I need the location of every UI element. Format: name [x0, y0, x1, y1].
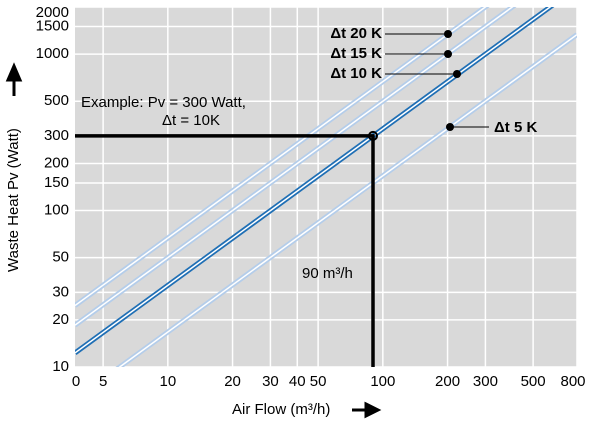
- overlay: Δt 20 K Δt 15 K Δt 10 K Δt 5 K Example: Pv =…: [75, 25, 537, 367]
- example-guide: [75, 134, 375, 367]
- y-arrow: [5, 62, 23, 96]
- y-tick-label: 300: [44, 127, 69, 144]
- x-tick-label: 200: [435, 373, 460, 390]
- legend-dot: [446, 123, 454, 131]
- legend-dot: [453, 70, 461, 78]
- legend-dot: [444, 30, 452, 38]
- y-tick-label: 30: [52, 283, 69, 300]
- legend-dot: [444, 50, 452, 58]
- x-tick-label: 300: [473, 373, 498, 390]
- y-tick-label: 10: [52, 358, 69, 375]
- y-tick-label: 2000: [36, 4, 69, 21]
- x-tick-label: 5: [99, 373, 107, 390]
- x-axis-label: Air Flow (m³/h): [232, 401, 330, 418]
- y-tick-label: 100: [44, 202, 69, 219]
- legend-label: Δt 15 K: [330, 45, 382, 62]
- x-arrow: [352, 401, 382, 419]
- y-axis-label: Waste Heat Pv (Watt): [5, 128, 22, 272]
- x-tick-label: 40: [289, 373, 306, 390]
- y-tick-label: 1000: [36, 45, 69, 62]
- y-tick-label: 20: [52, 311, 69, 328]
- series-line-inner: [75, 7, 487, 307]
- y-tick-label: 500: [44, 92, 69, 109]
- annotation: Example: Pv = 300 Watt,: [81, 94, 246, 111]
- legend-label: Δt 20 K: [330, 25, 382, 42]
- y-tick-label: 150: [44, 174, 69, 191]
- plot-area: [75, 7, 577, 367]
- x-tick-label: 100: [370, 373, 395, 390]
- legend-label: Δt 5 K: [494, 119, 537, 136]
- y-tick-label: 200: [44, 154, 69, 171]
- x-origin-label: 0: [72, 373, 80, 390]
- y-tick-label: 50: [52, 249, 69, 266]
- series-line-inner: [118, 33, 577, 367]
- x-tick-label: 30: [262, 373, 279, 390]
- grid: [75, 6, 578, 368]
- x-tick-label: 500: [521, 373, 546, 390]
- x-tick-label: 50: [310, 373, 327, 390]
- example-point: [367, 130, 378, 141]
- lines: [75, 7, 577, 367]
- x-tick-label: 800: [560, 373, 585, 390]
- annotation: Δt = 10K: [162, 112, 220, 129]
- series-line-inner: [75, 7, 514, 326]
- annotation: 90 m³/h: [302, 265, 353, 282]
- series-line-inner: [75, 7, 552, 354]
- x-tick-label: 20: [224, 373, 241, 390]
- x-tick-label: 10: [159, 373, 176, 390]
- y-tick-label: 1500: [36, 18, 69, 35]
- legend-label: Δt 10 K: [330, 65, 382, 82]
